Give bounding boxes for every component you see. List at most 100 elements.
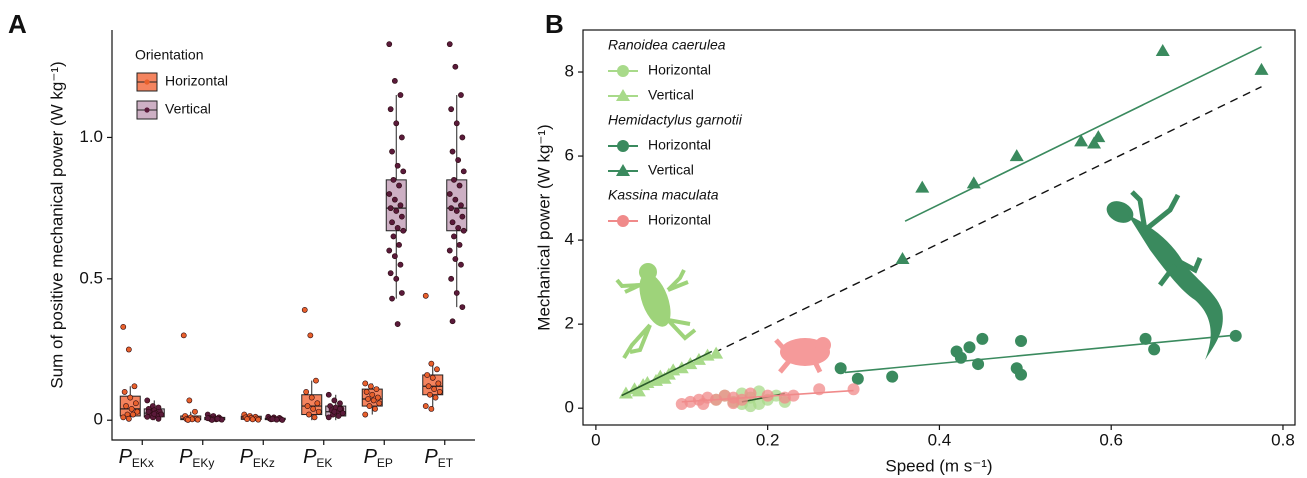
data-point — [373, 386, 380, 393]
x-tick-label: 0.8 — [1271, 430, 1295, 449]
data-point — [847, 383, 860, 396]
data-point — [451, 176, 457, 183]
data-point — [424, 372, 431, 378]
data-point — [683, 357, 698, 370]
data-point — [186, 397, 193, 404]
data-point — [449, 318, 456, 325]
legend-marker — [617, 215, 629, 227]
data-point — [374, 394, 381, 401]
data-point — [331, 408, 338, 415]
data-point — [449, 148, 456, 155]
data-point — [428, 405, 435, 412]
data-point — [393, 120, 400, 127]
data-point — [151, 411, 158, 417]
y-tick-label: 0 — [565, 398, 574, 417]
legend-label: Vertical — [648, 87, 694, 103]
data-point — [120, 323, 127, 330]
data-point — [452, 63, 459, 70]
data-point — [387, 270, 394, 277]
data-point — [431, 386, 438, 393]
category-symbol: P — [240, 446, 254, 468]
x-tick-label: 0 — [591, 430, 600, 449]
fit-line — [904, 46, 1262, 222]
data-point — [398, 134, 405, 141]
data-point — [394, 321, 401, 327]
data-point — [396, 241, 402, 248]
data-point — [428, 360, 435, 367]
data-point — [127, 394, 134, 401]
legend-label: Vertical — [165, 101, 211, 117]
data-point — [398, 290, 405, 296]
y-tick-label: 6 — [565, 146, 574, 165]
data-point — [132, 400, 139, 407]
y-tick-label: 0.5 — [79, 268, 103, 287]
data-point — [446, 41, 453, 48]
y-tick-label: 2 — [565, 314, 574, 333]
x-tick-label: PEK — [303, 446, 332, 470]
data-point — [459, 304, 466, 311]
data-point — [303, 389, 310, 395]
legend-label: Horizontal — [648, 212, 711, 228]
data-point — [657, 371, 672, 384]
data-point — [459, 213, 466, 220]
data-point — [427, 391, 433, 398]
data-point — [458, 202, 464, 209]
category-subscript: EK — [316, 456, 332, 470]
fit-line — [844, 333, 1241, 374]
category-symbol: P — [119, 446, 133, 468]
legend-title: Orientation — [135, 47, 203, 63]
data-point — [458, 261, 464, 268]
legend-marker — [617, 140, 629, 152]
overall-fit-line — [625, 86, 1262, 397]
data-point — [631, 384, 646, 397]
legend-label: Horizontal — [648, 137, 711, 153]
data-point — [394, 162, 401, 169]
data-point — [389, 148, 395, 155]
legend-label: Horizontal — [648, 62, 711, 78]
data-point — [834, 362, 847, 375]
panel-label: B — [545, 9, 564, 39]
data-point — [391, 77, 398, 84]
data-point — [459, 134, 466, 141]
data-point — [966, 176, 981, 189]
data-point — [397, 92, 404, 98]
data-point — [337, 405, 343, 412]
legend-marker — [616, 164, 630, 176]
data-point — [787, 389, 800, 402]
data-point — [1254, 62, 1269, 75]
data-point — [335, 413, 342, 419]
data-point — [976, 332, 989, 345]
data-point — [435, 380, 442, 387]
data-point — [455, 157, 462, 163]
data-point — [449, 219, 456, 226]
data-point — [453, 120, 460, 127]
category-symbol: P — [179, 446, 193, 468]
legend-swatch-point — [144, 79, 150, 85]
data-point — [390, 233, 397, 240]
category-symbol: P — [364, 446, 378, 468]
data-point — [387, 205, 394, 212]
gecko-silhouette — [1106, 190, 1223, 360]
data-point — [144, 397, 151, 404]
data-point — [448, 275, 455, 282]
category-subscript: EP — [377, 456, 393, 470]
data-point — [1087, 136, 1102, 149]
category-subscript: ET — [438, 456, 454, 470]
category-subscript: EKy — [192, 456, 214, 470]
legend-group-title: Hemidactylus garnotii — [608, 112, 743, 128]
data-point — [400, 168, 407, 175]
data-point — [249, 416, 256, 423]
data-point — [394, 225, 401, 231]
data-point — [269, 416, 276, 422]
data-point — [448, 205, 455, 212]
data-point — [446, 191, 453, 197]
data-point — [674, 361, 689, 374]
data-point — [308, 394, 315, 401]
category-symbol: P — [424, 446, 438, 468]
data-point — [1009, 149, 1024, 162]
data-point — [313, 377, 319, 384]
data-point — [130, 411, 136, 418]
data-point — [390, 176, 397, 183]
